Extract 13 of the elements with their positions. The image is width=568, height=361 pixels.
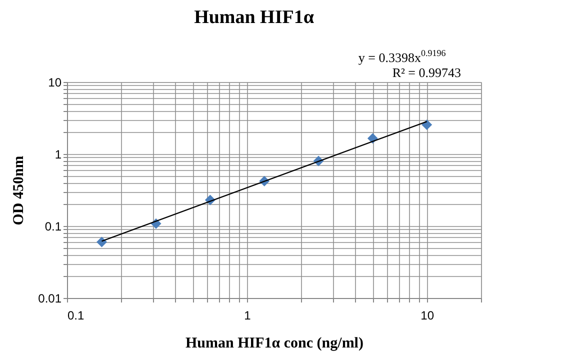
y-tick-label: 10 <box>48 76 62 90</box>
point <box>422 119 432 130</box>
text: R² = 0.99743 <box>392 65 461 80</box>
x-tick-label: 10 <box>420 308 434 322</box>
y-tick-label: 0.1 <box>44 220 62 234</box>
y-tick-label: 0.01 <box>38 292 62 306</box>
x-tick-label: 1 <box>244 308 252 322</box>
chart-title: Human HIF1α <box>194 7 314 28</box>
point <box>96 236 107 248</box>
y-axis-title: OD 450nm <box>11 155 28 226</box>
x-tick-label: 0.1 <box>68 308 85 322</box>
y-tick-label: 1 <box>54 148 62 162</box>
x-axis-title: Human HIF1α conc (ng/ml) <box>186 336 364 352</box>
